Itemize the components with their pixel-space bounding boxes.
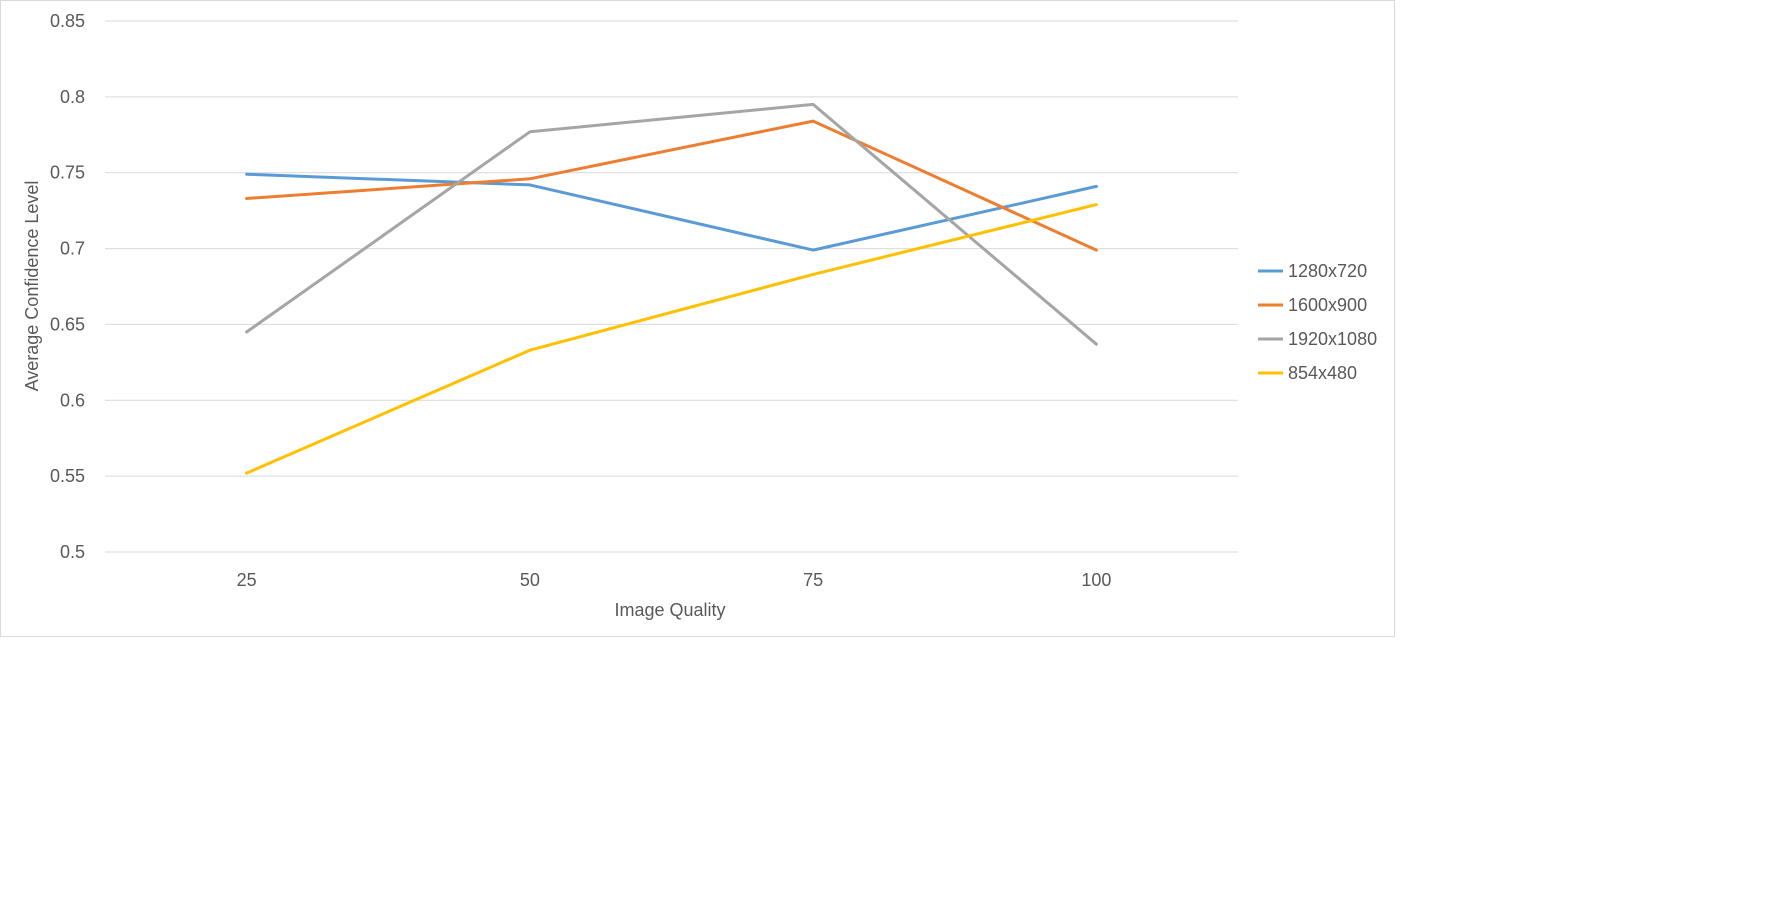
y-axis-ticks: 0.5 0.55 0.6 0.65 0.7 0.75 0.8 0.85	[50, 11, 85, 562]
y-tick-label: 0.6	[60, 390, 85, 410]
legend-item: 1280x720	[1258, 261, 1367, 281]
legend-label: 1920x1080	[1288, 329, 1377, 349]
y-tick-label: 0.55	[50, 466, 85, 486]
series-line-854x480	[245, 203, 1098, 475]
legend-item: 854x480	[1258, 363, 1357, 383]
x-tick-label: 100	[1081, 570, 1111, 590]
y-tick-label: 0.85	[50, 11, 85, 31]
legend-label: 1600x900	[1288, 295, 1367, 315]
legend-label: 854x480	[1288, 363, 1357, 383]
legend-item: 1920x1080	[1258, 329, 1377, 349]
line-chart: 0.5 0.55 0.6 0.65 0.7 0.75 0.8 0.85 25 50 75 100 I…	[22, 11, 1377, 620]
y-tick-label: 0.8	[60, 87, 85, 107]
gridlines	[105, 20, 1238, 553]
series-line-1280x720	[245, 172, 1098, 252]
chart-area: 0.5 0.55 0.6 0.65 0.7 0.75 0.8 0.85 25 50 75 100 I…	[0, 0, 1395, 637]
y-tick-label: 0.5	[60, 542, 85, 562]
legend-label: 1280x720	[1288, 261, 1367, 281]
legend: 1280x720 1600x900 1920x1080 854x480	[1258, 261, 1377, 383]
series-line-1920x1080	[245, 102, 1098, 346]
x-axis-ticks: 25 50 75 100	[237, 570, 1112, 590]
x-axis-title: Image Quality	[614, 600, 725, 620]
legend-item: 1600x900	[1258, 295, 1367, 315]
series-lines	[245, 102, 1098, 475]
x-tick-label: 50	[520, 570, 540, 590]
y-tick-label: 0.75	[50, 163, 85, 183]
x-tick-label: 25	[237, 570, 257, 590]
x-tick-label: 75	[803, 570, 823, 590]
y-tick-label: 0.65	[50, 314, 85, 334]
y-tick-label: 0.7	[60, 239, 85, 259]
series-line-1600x900	[245, 119, 1098, 252]
y-axis-title: Average Confidence Level	[22, 181, 42, 392]
